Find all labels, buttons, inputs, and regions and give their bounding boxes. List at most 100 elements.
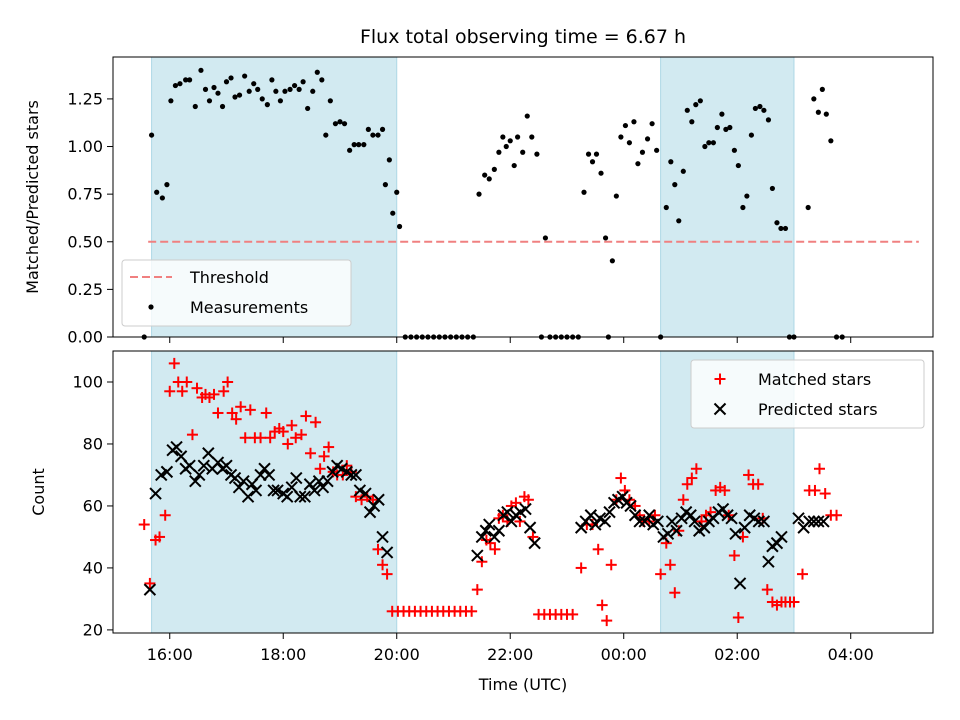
- top-legend: Threshold Measurements: [121, 259, 352, 327]
- top-y-tick-label: 0.75: [67, 185, 103, 204]
- predicted-star-point: [376, 530, 389, 544]
- matched-star-point: [176, 385, 188, 397]
- matched-star-point: [310, 416, 322, 428]
- measurement-point: [198, 67, 204, 73]
- matched-star-point: [819, 488, 831, 500]
- matched-star-point: [476, 556, 488, 568]
- matched-star-point: [264, 432, 276, 444]
- top-plot-frame: [112, 56, 934, 338]
- predicted-star-point: [170, 440, 183, 454]
- predicted-star-point: [725, 512, 738, 525]
- measurement-point: [744, 193, 750, 199]
- measurement-point: [748, 132, 755, 138]
- predicted-star-point: [661, 527, 675, 541]
- bottom-y-tick-label: 40: [83, 558, 103, 577]
- measurement-point: [828, 138, 834, 144]
- matched-star-point: [350, 491, 362, 503]
- legend-x-marker: [713, 402, 727, 416]
- measurement-point: [503, 143, 509, 150]
- bottom-y-axis-label: Count: [29, 468, 48, 516]
- predicted-star-point: [183, 459, 196, 472]
- shaded-span-1: [660, 56, 795, 338]
- predicted-star-point: [628, 509, 642, 522]
- bottom-legend: Matched stars Predicted stars: [690, 359, 925, 429]
- matched-star-point: [372, 543, 384, 555]
- measurement-point: [154, 189, 160, 195]
- measurement-point: [192, 103, 198, 110]
- measurement-point: [291, 82, 298, 89]
- measurement-point: [332, 121, 339, 127]
- predicted-star-point: [698, 521, 711, 534]
- matched-star-point: [282, 438, 294, 450]
- predicted-star-point: [775, 530, 788, 544]
- predicted-star-point: [380, 546, 394, 559]
- predicted-star-point: [598, 515, 612, 528]
- measurement-point: [740, 204, 746, 211]
- measurement-point: [680, 168, 686, 174]
- matched-star-point: [743, 469, 755, 481]
- x-tick-label: 00:00: [601, 645, 647, 664]
- predicted-star-point: [160, 465, 174, 479]
- matched-star-point: [260, 407, 272, 419]
- matched-star-point: [381, 568, 393, 580]
- measurement-point: [382, 182, 388, 188]
- top-panel: 0.00 0.25 0.50 0.75 1.00 1.25 Matched/Predict…: [23, 56, 934, 347]
- matched-star-point: [669, 587, 681, 599]
- matched-star-point: [596, 599, 608, 611]
- matched-star-point: [788, 596, 800, 608]
- predicted-star-point: [363, 505, 377, 519]
- predicted-star-point: [812, 515, 825, 528]
- predicted-star-point: [519, 502, 532, 516]
- measurement-point: [394, 189, 400, 195]
- measurement-point: [672, 182, 678, 188]
- matched-star-point: [318, 450, 330, 462]
- matched-star-point: [168, 357, 180, 369]
- predicted-star-point: [294, 490, 307, 503]
- measurement-point: [351, 142, 357, 148]
- measurement-point: [215, 90, 221, 96]
- measurement-point: [697, 98, 703, 104]
- x-tick-label: 22:00: [487, 645, 533, 664]
- measurement-point: [337, 119, 343, 125]
- predicted-star-point: [471, 549, 484, 562]
- predicted-star-point: [643, 509, 656, 522]
- predicted-star-point: [267, 484, 280, 497]
- predicted-star-point: [475, 530, 489, 544]
- top-y-axis-label: Matched/Predicted stars: [23, 100, 42, 294]
- matched-star-point: [314, 463, 326, 475]
- measurement-point: [264, 102, 270, 108]
- x-tick-label: 20:00: [374, 645, 420, 664]
- measurement-point: [819, 86, 825, 92]
- matched-star-point: [186, 429, 198, 441]
- matched-star-point: [230, 413, 242, 425]
- x-tick-label: 04:00: [828, 645, 874, 664]
- matched-star-point: [323, 441, 335, 453]
- measurement-point: [782, 225, 789, 232]
- measurement-point: [618, 134, 624, 140]
- measurement-point: [172, 82, 179, 89]
- predicted-star-point: [367, 499, 381, 513]
- top-y-tick-label: 0.50: [67, 232, 103, 251]
- predicted-star-point: [501, 505, 514, 519]
- measurement-point: [491, 166, 497, 172]
- measurement-point: [507, 138, 513, 144]
- measurement-point: [246, 88, 252, 94]
- measurement-point: [202, 86, 209, 92]
- top-y-tick-label: 1.25: [67, 89, 103, 108]
- measurement-point: [805, 204, 811, 211]
- matched-star-point: [605, 559, 617, 571]
- measurement-point: [815, 109, 821, 115]
- measurement-point: [269, 77, 275, 83]
- predicted-star-point: [762, 555, 775, 568]
- measurement-point: [823, 111, 829, 117]
- measurement-point: [609, 258, 615, 264]
- predicted-star-point: [574, 521, 588, 534]
- predicted-star-point: [633, 515, 646, 528]
- matched-star-point: [212, 407, 224, 419]
- measurement-point: [223, 79, 230, 85]
- bottom-legend-box: [690, 359, 925, 429]
- predicted-star-point: [189, 474, 202, 488]
- matched-star-point: [159, 509, 171, 521]
- legend-measurements-swatch: [148, 304, 154, 310]
- predicted-star-point: [202, 447, 215, 460]
